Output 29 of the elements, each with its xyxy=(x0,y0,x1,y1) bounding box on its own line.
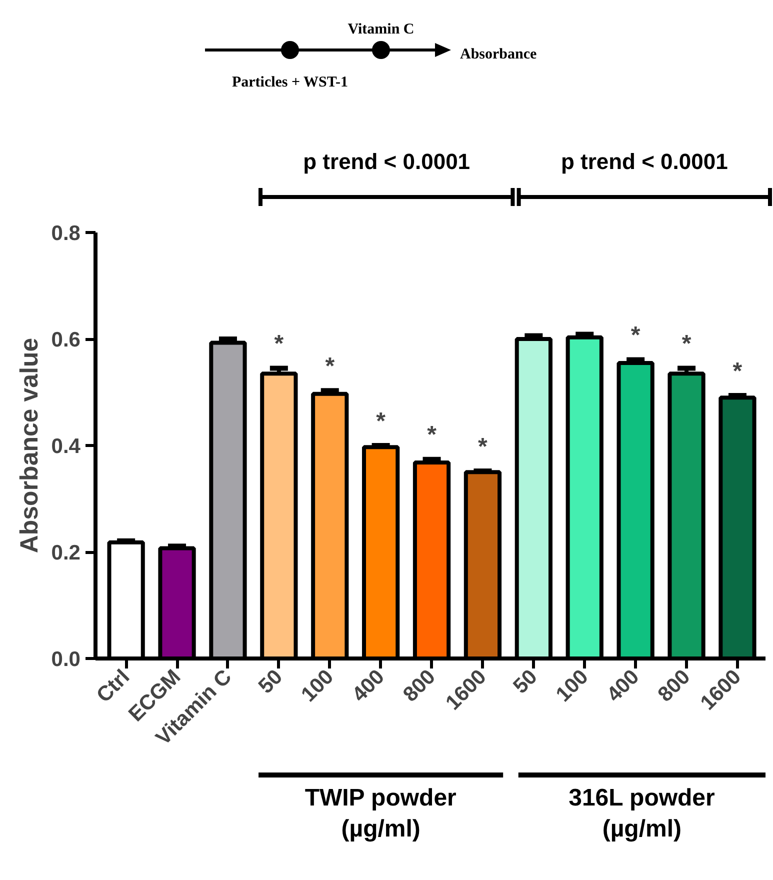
data-label: * xyxy=(682,330,692,358)
text: p trend < 0.0001 xyxy=(560,148,728,174)
x-tick-label: 400 xyxy=(602,665,644,706)
y-tick-label: 0.4 xyxy=(51,435,81,458)
text: 316L powder (µg/ml) xyxy=(568,784,715,843)
y-tick-label: 0.6 xyxy=(51,328,81,352)
data-label: * xyxy=(630,322,641,350)
data-label: * xyxy=(427,422,438,449)
x-tick-label: 100 xyxy=(552,665,593,706)
y-axis-title: Absorbance value xyxy=(15,338,44,554)
x-tick-label: 100 xyxy=(296,665,338,706)
y-tick-label: 0.0 xyxy=(51,648,81,671)
x-tick-label: 800 xyxy=(654,665,695,706)
x-tick-label: 50 xyxy=(254,665,288,698)
y-tick-label: 0.2 xyxy=(51,542,81,564)
text: Vitamin C xyxy=(348,21,414,38)
y-tick-label: 0.8 xyxy=(51,222,81,245)
data-label: * xyxy=(478,433,488,460)
data-label: * xyxy=(274,330,284,358)
x-tick-label: 50 xyxy=(509,665,542,698)
text: p trend < 0.0001 xyxy=(303,148,470,174)
x-tick-label: 800 xyxy=(398,665,440,706)
text: Absorbance xyxy=(460,46,538,62)
data-label: * xyxy=(325,353,336,380)
text: TWIP powder (µg/ml) xyxy=(304,784,456,843)
data-label: * xyxy=(376,408,386,435)
data-label: * xyxy=(732,358,743,385)
x-tick-label: 400 xyxy=(348,665,389,706)
text: Particles + WST-1 xyxy=(232,74,348,90)
